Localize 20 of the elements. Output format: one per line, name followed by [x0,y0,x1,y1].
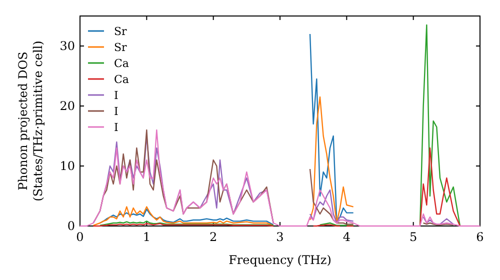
x-tick-label: 4 [342,230,351,244]
legend-label: I [114,121,118,134]
x-tick-label: 2 [210,230,218,244]
y-axis-title: Phonon projected DOS (States/THz·primitive cell) [16,40,45,202]
x-tick-label: 3 [276,230,284,244]
y-tick-label: 20 [60,99,75,113]
x-axis-title: Frequency (THz) [228,253,332,267]
y-tick-label: 30 [60,39,75,53]
x-tick-label: 5 [410,230,418,244]
y-tick-label: 0 [67,219,75,233]
y-tick-label: 10 [60,159,75,173]
x-tick-label: 1 [142,230,150,244]
legend-label: Ca [114,73,130,86]
x-tick-label: 6 [476,230,484,244]
legend-label: I [114,89,118,102]
legend-label: Sr [114,41,128,54]
legend-label: Sr [114,25,128,38]
legend-label: Ca [114,57,130,70]
x-tick-label: 0 [76,230,84,244]
legend-label: I [114,105,118,118]
